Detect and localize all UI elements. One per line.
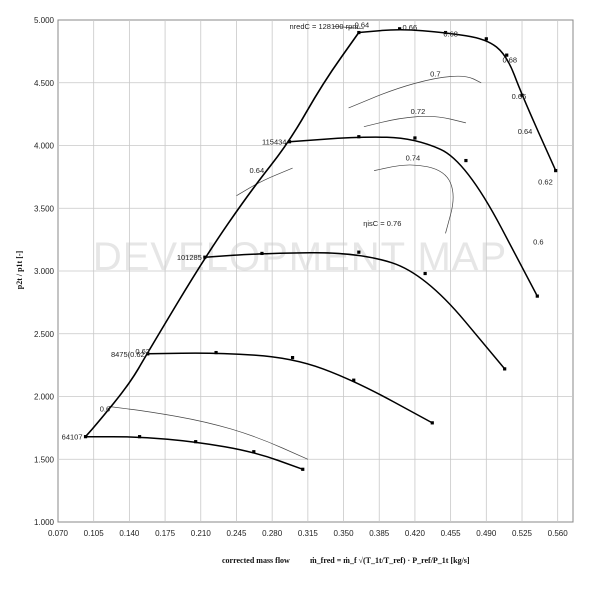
efficiency-label: 0.7: [430, 69, 440, 78]
speed-line-point: [83, 435, 88, 439]
speed-line-point: [290, 355, 295, 360]
efficiency-contour: [363, 115, 466, 128]
efficiency-contour: [333, 25, 364, 30]
speed-line-point: [484, 37, 488, 41]
x-tick-label: 0.105: [84, 529, 105, 538]
x-tick-label: 0.455: [441, 529, 462, 538]
x-tick-label: 0.070: [48, 529, 69, 538]
x-tick-label: 0.350: [334, 529, 355, 538]
efficiency-label: 0.64: [518, 127, 533, 136]
x-tick-label: 0.490: [476, 529, 497, 538]
axis-ticks: 0.070 0.105 0.140 0.175 0.210 0.245 0.280 0.315…: [34, 16, 568, 538]
speed-line-64107: [85, 435, 304, 471]
speed-line-label: nredC = 128100 rpm: [289, 22, 358, 31]
speed-line-point: [398, 27, 402, 31]
speed-line-point: [423, 271, 427, 276]
x-axis-label: corrected mass flow: [222, 556, 290, 565]
efficiency-label: 0.68: [443, 29, 458, 38]
surge-line: [84, 32, 360, 438]
x-tick-label: 0.315: [298, 529, 319, 538]
speed-line-point: [214, 350, 218, 355]
x-tick-label: 0.140: [119, 529, 140, 538]
efficiency-label: 0.62: [538, 177, 553, 186]
speed-line-label: 101285: [177, 253, 202, 262]
efficiency-contour: [108, 406, 309, 460]
speed-lines: [83, 27, 558, 471]
x-tick-label: 0.385: [369, 529, 390, 538]
speed-line-point: [520, 93, 524, 97]
y-tick-label: 3.000: [34, 267, 55, 276]
speed-line-point: [203, 255, 207, 259]
y-tick-label: 4.000: [34, 142, 55, 151]
speed-line-point: [357, 30, 361, 35]
y-tick-label: 5.000: [34, 16, 55, 25]
speed-line-115434: [289, 136, 538, 297]
efficiency-label: 0.74: [406, 154, 421, 163]
efficiency-contours: [108, 25, 482, 460]
speed-line-point: [287, 140, 292, 144]
y-tick-label: 1.000: [34, 518, 55, 527]
chart-labels: 64107 8475(0.62 101285 115434 nredC = 128100…: [62, 21, 553, 442]
watermark: DEVELOPMENT MAP: [93, 235, 507, 279]
efficiency-contour: [374, 164, 454, 234]
efficiency-label: 0.72: [411, 107, 426, 116]
x-tick-label: 0.245: [226, 529, 247, 538]
speed-line-point: [260, 251, 264, 256]
y-tick-label: 4.500: [34, 79, 55, 88]
speed-line-point: [554, 169, 558, 173]
y-tick-label: 3.500: [34, 204, 55, 213]
efficiency-label: 0.64: [355, 21, 370, 30]
speed-line-point: [357, 135, 361, 139]
speed-line-101285: [204, 252, 506, 370]
efficiency-label: 0.68: [502, 56, 517, 65]
x-tick-label: 0.175: [155, 529, 176, 538]
speed-line-point: [357, 250, 361, 254]
speed-line-label: 8475(0.62: [111, 350, 145, 359]
speed-line-point: [194, 440, 198, 444]
x-tick-label: 0.560: [548, 529, 569, 538]
grid: [57, 19, 574, 523]
efficiency-label: 0.6: [100, 405, 110, 414]
efficiency-label: 0.62: [135, 347, 150, 356]
y-tick-label: 2.000: [34, 393, 55, 402]
speed-line-point: [430, 421, 434, 425]
peak-efficiency-annotation: ηisC = 0.76: [363, 219, 401, 228]
x-tick-label: 0.280: [262, 529, 283, 538]
x-tick-label: 0.525: [512, 529, 533, 538]
y-tick-label: 1.500: [34, 455, 55, 464]
efficiency-label: 0.66: [403, 23, 418, 32]
x-tick-label: 0.210: [191, 529, 212, 538]
speed-line-point: [352, 378, 356, 382]
speed-line-point: [464, 158, 468, 163]
efficiency-contour: [348, 75, 482, 109]
speed-line-point: [252, 450, 256, 454]
efficiency-label: 0.64: [250, 166, 265, 175]
x-tick-label: 0.420: [405, 529, 426, 538]
y-tick-label: 2.500: [34, 330, 55, 339]
speed-line-128100: [358, 29, 557, 171]
speed-line-point: [301, 467, 305, 471]
speed-line-point: [505, 53, 509, 57]
x-axis-formula: ṁ_fred = ṁ_f √(T_1t/T_ref) · P_ref/P_1t …: [310, 556, 470, 565]
speed-line-84750: [147, 352, 433, 424]
efficiency-contour: [236, 167, 293, 197]
y-axis-label: p2t / p1t [-]: [15, 250, 24, 289]
speed-line-point: [503, 367, 507, 371]
speed-line-point: [146, 352, 150, 356]
speed-line-label: 115434: [262, 138, 286, 147]
speed-line-point: [535, 294, 539, 298]
speed-line-point: [137, 435, 142, 439]
speed-line-point: [443, 30, 448, 35]
efficiency-label: 0.6: [533, 238, 543, 247]
speed-line-label: 64107: [62, 433, 83, 442]
efficiency-label: 0.66: [512, 92, 527, 101]
speed-line-point: [413, 136, 417, 140]
